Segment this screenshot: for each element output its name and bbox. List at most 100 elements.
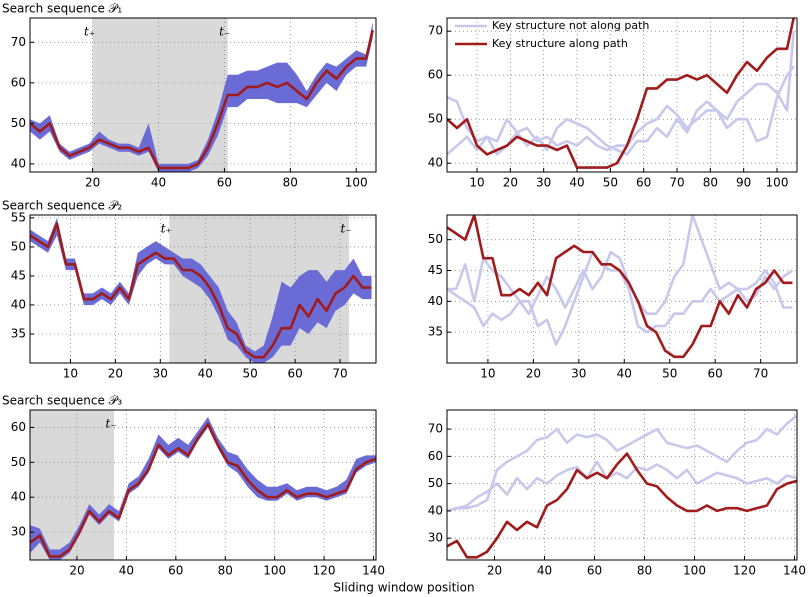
- x-tick-label: 40: [617, 367, 632, 381]
- y-tick-label: 50: [11, 239, 26, 253]
- annotation: t₋: [219, 25, 230, 39]
- x-tick-label: 120: [733, 564, 756, 578]
- x-tick-label: 80: [637, 564, 652, 578]
- x-tick-label: 40: [119, 564, 134, 578]
- x-tick-label: 40: [151, 176, 166, 190]
- x-tick-label: 140: [783, 564, 806, 578]
- series-line: [447, 18, 795, 169]
- panel-title: Search sequence 𝒫₂: [2, 199, 122, 213]
- plot-area: [447, 410, 797, 560]
- x-tick-label: 60: [217, 176, 232, 190]
- y-tick-label: 70: [428, 24, 443, 38]
- y-tick-label: 45: [428, 263, 443, 277]
- axes-frame: [446, 17, 798, 173]
- x-tick-label: 20: [69, 564, 84, 578]
- x-tick-label: 50: [662, 367, 677, 381]
- y-tick-label: 50: [11, 116, 26, 130]
- annotation: t₊: [161, 222, 172, 236]
- y-tick-label: 40: [428, 503, 443, 517]
- series-line: [30, 422, 376, 558]
- y-tick-label: 40: [428, 156, 443, 170]
- axes-frame: [29, 214, 377, 364]
- y-tick-label: 35: [11, 326, 26, 340]
- y-tick-label: 40: [11, 156, 26, 170]
- x-tick-label: 90: [736, 176, 751, 190]
- legend-label: Key structure along path: [492, 37, 628, 50]
- series-line: [447, 215, 793, 359]
- plot-area: [447, 18, 797, 172]
- x-tick-label: 100: [345, 176, 368, 190]
- x-tick-label: 70: [669, 176, 684, 190]
- series-line: [447, 452, 797, 559]
- y-tick-label: 70: [11, 35, 26, 49]
- y-tick-label: 50: [428, 232, 443, 246]
- x-axis-label: Sliding window position: [333, 581, 474, 595]
- x-tick-label: 100: [683, 564, 706, 578]
- x-tick-label: 30: [153, 367, 168, 381]
- y-tick-label: 50: [11, 455, 26, 469]
- range-band: [30, 217, 372, 363]
- y-tick-label: 40: [428, 294, 443, 308]
- axes-frame: [29, 17, 377, 173]
- axes-frame: [446, 409, 798, 561]
- panel: Search sequence 𝒫₁ 20 40 60 80 100 40 50 60 70 t₊ t…: [2, 2, 377, 190]
- plot-area: [30, 18, 376, 172]
- x-tick-label: 60: [287, 367, 302, 381]
- x-tick-label: 140: [362, 564, 385, 578]
- x-tick-label: 30: [571, 367, 586, 381]
- series-line: [30, 29, 374, 170]
- axes-frame: [29, 409, 377, 561]
- y-tick-label: 40: [11, 297, 26, 311]
- panel-title: Search sequence 𝒫₃: [2, 394, 122, 408]
- y-tick-label: 35: [428, 325, 443, 339]
- x-tick-label: 20: [503, 176, 518, 190]
- annotation: t₋: [340, 222, 351, 236]
- y-tick-label: 60: [428, 68, 443, 82]
- series-line: [30, 222, 372, 359]
- y-tick-label: 70: [428, 422, 443, 436]
- x-tick-label: 70: [753, 367, 768, 381]
- y-tick-label: 60: [11, 420, 26, 434]
- x-tick-label: 120: [313, 564, 336, 578]
- y-tick-label: 50: [428, 476, 443, 490]
- annotation: t₋: [105, 417, 116, 431]
- x-tick-label: 50: [243, 367, 258, 381]
- x-tick-label: 10: [63, 367, 78, 381]
- x-tick-label: 40: [569, 176, 584, 190]
- plot-area: [30, 410, 376, 560]
- y-tick-label: 60: [11, 75, 26, 89]
- x-tick-label: 80: [283, 176, 298, 190]
- x-tick-label: 20: [487, 564, 502, 578]
- x-tick-label: 50: [603, 176, 618, 190]
- x-tick-label: 30: [536, 176, 551, 190]
- panel: Search sequence 𝒫₂ 10 20 30 40 50 60 70 35 40 45 50…: [2, 199, 377, 381]
- x-tick-label: 20: [108, 367, 123, 381]
- x-tick-label: 10: [480, 367, 495, 381]
- y-tick-label: 60: [428, 449, 443, 463]
- y-tick-label: 30: [11, 525, 26, 539]
- legend-label: Key structure not along path: [492, 19, 649, 32]
- annotation: t₊: [84, 25, 95, 39]
- shaded-span: [30, 410, 115, 560]
- panel: 10 20 30 40 50 60 70 80 90 100 40 50 60 70 Key structu…: [428, 17, 798, 190]
- panel-title: Search sequence 𝒫₁: [2, 2, 122, 16]
- x-tick-label: 100: [766, 176, 789, 190]
- plot-area: [30, 215, 376, 363]
- x-tick-label: 100: [263, 564, 286, 578]
- axes-frame: [446, 214, 798, 364]
- series-line: [447, 65, 795, 156]
- x-tick-label: 60: [708, 367, 723, 381]
- panel: Search sequence 𝒫₃ 20 40 60 80 100 120 140 30 40 5…: [2, 394, 385, 578]
- panel: 10 20 30 40 50 60 70 35 40 45 50: [428, 214, 798, 381]
- x-tick-label: 20: [526, 367, 541, 381]
- x-tick-label: 60: [636, 176, 651, 190]
- y-tick-label: 30: [428, 531, 443, 545]
- y-tick-label: 45: [11, 268, 26, 282]
- x-tick-label: 80: [218, 564, 233, 578]
- range-band: [30, 416, 376, 560]
- plot-area: [447, 215, 797, 363]
- series-line: [447, 414, 797, 513]
- x-tick-label: 20: [85, 176, 100, 190]
- x-tick-label: 80: [703, 176, 718, 190]
